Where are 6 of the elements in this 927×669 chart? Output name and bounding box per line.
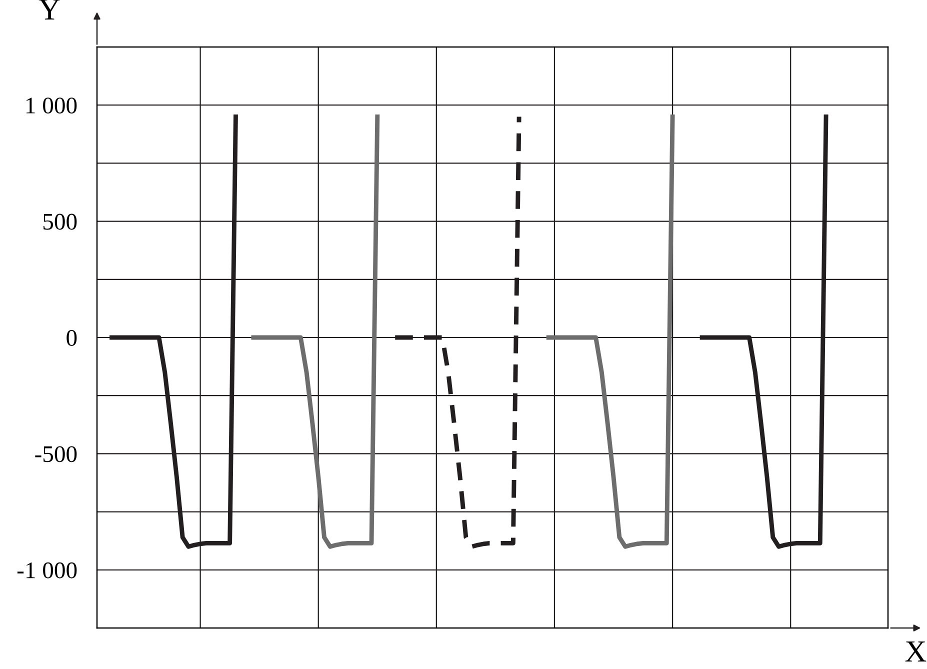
y-tick-label: 1 000 — [26, 98, 77, 114]
y-tick-label: -500 — [35, 446, 77, 462]
y-tick-label: 500 — [44, 214, 77, 230]
y-tick-label: -1 000 — [17, 562, 77, 578]
y-tick-label: 0 — [66, 330, 77, 346]
x-axis-title: X — [905, 641, 926, 662]
